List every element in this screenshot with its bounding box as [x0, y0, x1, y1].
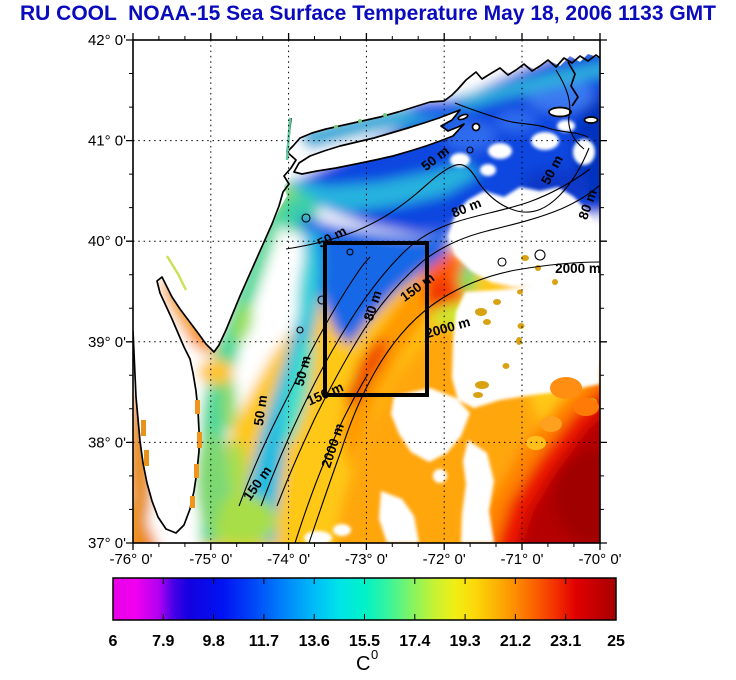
buzzards-bay-coast [567, 61, 579, 107]
colorbar-tick-labels: 6 7.9 9.8 11.7 13.6 15.5 17.4 19.3 21.2 … [109, 633, 625, 650]
lat-tick-label: 38° 0' [88, 434, 126, 451]
colorbar-tick-label: 13.6 [299, 633, 330, 650]
colorbar-unit: C [356, 653, 370, 675]
lat-tick-label: 37° 0' [88, 535, 126, 552]
new-england-coastline [286, 54, 600, 153]
marthas-vineyard [548, 106, 572, 118]
colorbar-tick-label: 7.9 [152, 633, 174, 650]
colorbar-tick-label: 11.7 [249, 633, 279, 650]
colorbar-tick-label: 21.2 [500, 633, 531, 650]
bathymetry-contours [238, 69, 600, 543]
contour-label: 2000 m [555, 261, 601, 276]
study-area-box [323, 241, 429, 397]
lon-tick-label: -73° 0' [345, 551, 388, 568]
map-frame [126, 33, 607, 550]
colorbar-gradient [112, 577, 617, 621]
colorbar-tick-label: 9.8 [202, 633, 224, 650]
longitude-axis-labels: -76° 0' -75° 0' -74° 0' -73° 0' -72° 0' … [109, 551, 621, 568]
lat-tick-label: 41° 0' [88, 133, 126, 150]
shore-speckles [141, 113, 387, 508]
colorbar-tick-label: 25 [607, 633, 625, 650]
lat-tick-label: 42° 0' [88, 32, 126, 49]
contour-label: 50 m [251, 394, 270, 427]
mainland [133, 40, 600, 532]
coastlines [133, 54, 600, 534]
contour-label: 50 m [292, 354, 314, 387]
warm-patches-right [526, 377, 599, 450]
lon-tick-label: -75° 0' [189, 551, 232, 568]
block-island [471, 122, 481, 132]
colorbar-tick-label: 19.3 [450, 633, 481, 650]
colorbar-tick-label: 17.4 [399, 633, 430, 650]
lat-tick-label: 40° 0' [88, 233, 126, 250]
lon-tick-label: -72° 0' [423, 551, 466, 568]
fishers-island [457, 113, 469, 121]
lon-tick-label: -70° 0' [578, 551, 621, 568]
colorbar-tick-label: 6 [109, 633, 118, 650]
colorbar: 6 7.9 9.8 11.7 13.6 15.5 17.4 19.3 21.2 … [109, 577, 625, 675]
colorbar-unit-superscript: 0 [371, 647, 378, 662]
hudson-river [285, 117, 292, 161]
map-title: RU COOL NOAA-15 Sea Surface Temperature … [19, 2, 716, 25]
long-island [293, 109, 465, 175]
lat-tick-label: 39° 0' [88, 334, 126, 351]
lon-tick-label: -76° 0' [109, 551, 152, 568]
colorbar-tick-label: 15.5 [349, 633, 380, 650]
delaware-river [165, 255, 188, 291]
nantucket [583, 116, 599, 124]
nj-delmarva-coastline [133, 151, 297, 534]
latitude-axis-labels: 42° 0' 41° 0' 40° 0' 39° 0' 38° 0' 37° 0… [88, 32, 126, 552]
surface-details [141, 113, 599, 508]
colorbar-ticks [162, 578, 567, 620]
colorbar-tick-label: 23.1 [550, 633, 581, 650]
lon-tick-label: -71° 0' [500, 551, 543, 568]
lon-tick-label: -74° 0' [267, 551, 310, 568]
land [133, 40, 600, 532]
